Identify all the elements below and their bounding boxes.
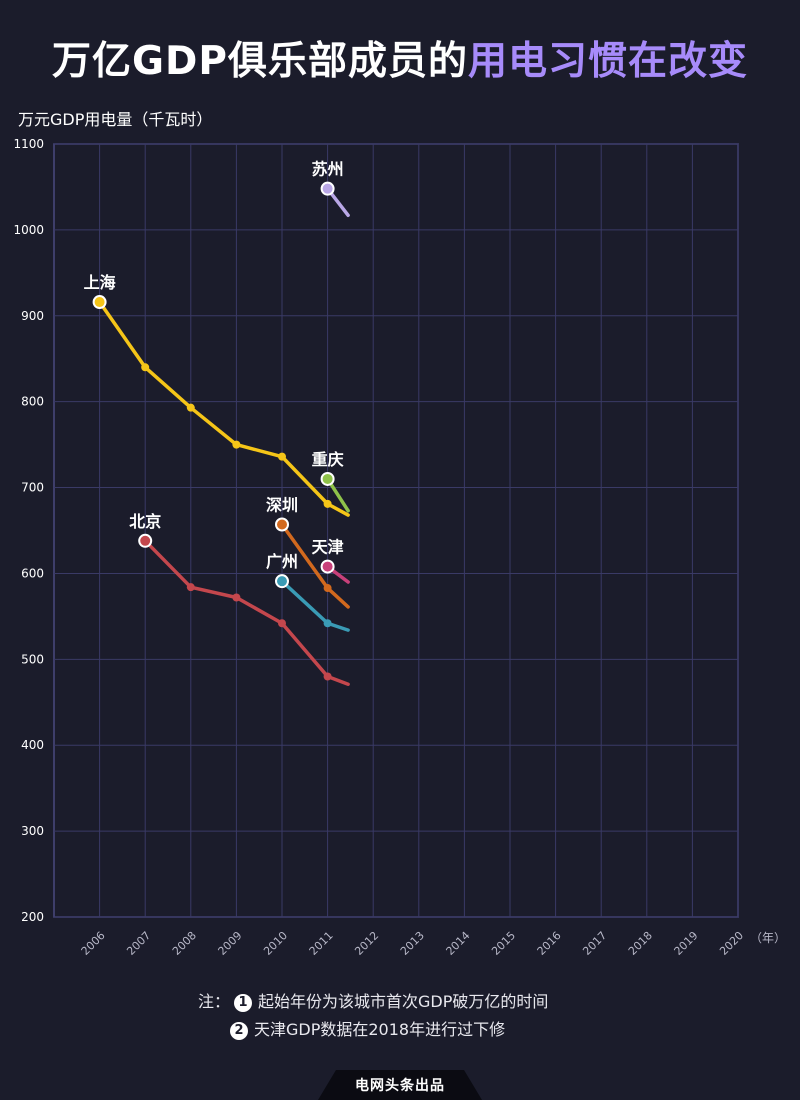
series-point bbox=[323, 619, 332, 628]
x-tick-label: 2006 bbox=[79, 929, 108, 958]
series-label: 北京 bbox=[129, 512, 161, 531]
series-point bbox=[278, 452, 286, 461]
footnote-badge-1: 1 bbox=[234, 994, 253, 1012]
series-line bbox=[280, 579, 350, 632]
series-start-point bbox=[275, 574, 289, 589]
series-point bbox=[323, 499, 332, 508]
y-tick-label: 1000 bbox=[13, 223, 44, 237]
series-label: 上海 bbox=[84, 273, 116, 292]
series-start-point bbox=[320, 181, 335, 196]
series-point bbox=[323, 672, 332, 681]
series-start-point bbox=[275, 517, 289, 532]
x-tick-label: 2014 bbox=[444, 929, 473, 958]
y-tick-label: 900 bbox=[21, 309, 44, 323]
y-tick-label: 200 bbox=[21, 910, 44, 924]
x-tick-label: 2015 bbox=[489, 929, 518, 958]
footnote-text-1: 起始年份为该城市首次GDP破万亿的时间 bbox=[258, 992, 549, 1011]
y-axis-label: 万元GDP用电量（千瓦时） bbox=[18, 110, 213, 129]
x-tick-label: 2018 bbox=[626, 929, 655, 958]
line-chart: 200 300 400 500 600 700 800 900 1000 1100 2006 2007… bbox=[13, 137, 786, 958]
y-tick-label: 400 bbox=[21, 738, 44, 752]
series-start-point bbox=[138, 533, 153, 548]
x-tick-label: 2016 bbox=[535, 929, 564, 958]
y-tick-label: 600 bbox=[21, 566, 44, 580]
x-tick-label: 2009 bbox=[216, 929, 245, 958]
x-tick-label: 2007 bbox=[124, 929, 153, 958]
chart-title: 万亿GDP俱乐部成员的用电习惯在改变 bbox=[0, 30, 800, 86]
series-point bbox=[323, 584, 332, 593]
series-start-point bbox=[320, 559, 335, 574]
footnote-prefix: 注： bbox=[198, 992, 231, 1011]
series-label: 重庆 bbox=[312, 450, 344, 469]
footer-credit: 电网头条出品 bbox=[318, 1070, 482, 1100]
y-tick-label: 300 bbox=[21, 824, 44, 838]
chart-title-main: 万亿GDP俱乐部成员的 bbox=[52, 39, 468, 84]
footer-credit-text: 电网头条出品 bbox=[355, 1078, 445, 1094]
x-tick-label: 2012 bbox=[352, 929, 381, 958]
footnote-1: 注： 1 起始年份为该城市首次GDP破万亿的时间 bbox=[198, 988, 548, 1012]
series-point bbox=[186, 403, 195, 412]
x-tick-label: 2019 bbox=[672, 929, 701, 958]
series-label: 深圳 bbox=[266, 495, 298, 514]
x-tick-label: 2011 bbox=[307, 929, 336, 958]
series-label: 广州 bbox=[266, 552, 298, 571]
footer-tab-shape bbox=[318, 1070, 482, 1100]
series-point bbox=[278, 619, 286, 628]
x-tick-label: 2013 bbox=[398, 929, 427, 958]
series-label: 苏州 bbox=[312, 160, 344, 179]
footnote-2: 2 天津GDP数据在2018年进行过下修 bbox=[226, 1016, 505, 1040]
footnote-text-2: 天津GDP数据在2018年进行过下修 bbox=[254, 1020, 506, 1039]
x-axis-unit: （年） bbox=[750, 931, 786, 945]
x-tick-label: 2010 bbox=[261, 929, 290, 958]
y-tick-label: 800 bbox=[21, 395, 44, 409]
series-start-point bbox=[92, 295, 107, 310]
series-point bbox=[141, 363, 150, 372]
series-point bbox=[232, 593, 241, 602]
series-point bbox=[232, 440, 241, 449]
x-tick-label: 2017 bbox=[580, 929, 609, 958]
chart-title-highlight: 用电习惯在改变 bbox=[467, 39, 748, 84]
x-tick-label: 2020 bbox=[717, 929, 746, 958]
y-tick-label: 1100 bbox=[13, 137, 44, 151]
y-tick-label: 700 bbox=[21, 481, 44, 495]
series-label: 天津 bbox=[312, 538, 344, 557]
series-line bbox=[97, 300, 350, 517]
series-point bbox=[186, 583, 195, 592]
footnote-badge-2: 2 bbox=[230, 1022, 248, 1040]
series-start-point bbox=[320, 471, 335, 486]
x-tick-label: 2008 bbox=[170, 929, 199, 958]
y-tick-label: 500 bbox=[21, 652, 44, 666]
